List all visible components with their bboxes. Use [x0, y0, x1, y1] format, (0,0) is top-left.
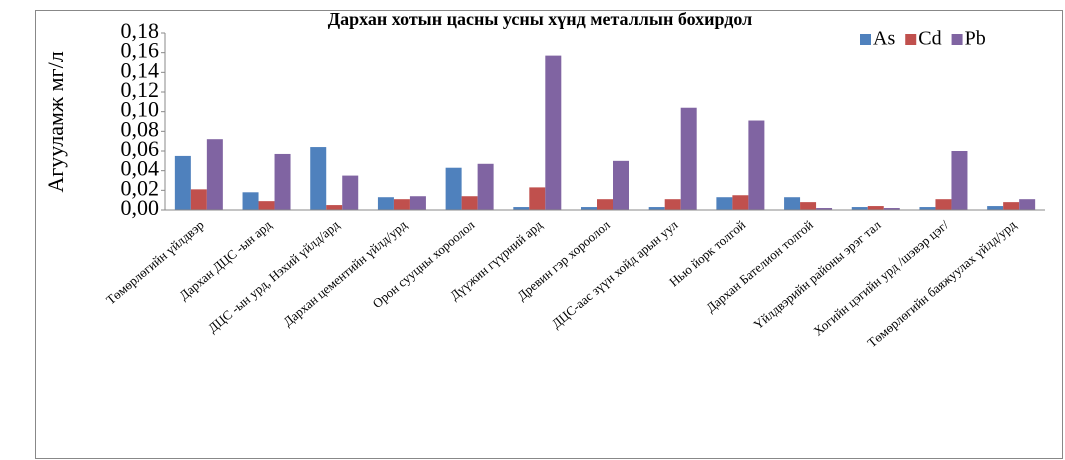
bar: [445, 167, 462, 210]
bar: [664, 199, 681, 210]
bar: [784, 197, 801, 210]
bar: [529, 187, 546, 210]
y-tick-label: 0,00: [121, 195, 160, 220]
bar: [680, 107, 697, 210]
y-tick-label: 0,18: [121, 18, 160, 43]
chart-frame: [35, 10, 1063, 459]
y-axis-label: Агууламж мг/л: [43, 51, 68, 192]
bar: [461, 196, 478, 210]
x-tick-label: Төмөрлөгийн баяжуулах үйлд/урд: [864, 217, 1019, 350]
x-tick-label: Хогийн цэгийн урд /шэвэр цэг/: [810, 217, 951, 339]
bar: [377, 197, 394, 210]
bar: [242, 192, 259, 210]
bar: [597, 199, 613, 210]
chart-title: Дархан хотын цасны усны хүнд металлын бо…: [328, 9, 753, 29]
bar: [648, 207, 665, 210]
legend-label: Cd: [918, 28, 941, 50]
bar: [919, 207, 936, 210]
y-tick-label: 0,06: [121, 136, 160, 161]
x-tick-label: Үйлдвэрийн районы эрэг тал: [750, 217, 884, 332]
bar: [409, 196, 426, 210]
bar: [748, 120, 765, 210]
y-tick-label: 0,10: [121, 97, 160, 122]
y-tick-label: 0,14: [121, 57, 160, 82]
bar: [206, 139, 223, 210]
legend-swatch: [951, 34, 963, 45]
x-tick-label: ДЦС-аас зүүн хойд арын уул: [549, 217, 681, 331]
bar: [716, 197, 733, 210]
legend-label: Pb: [965, 28, 986, 50]
y-tick-label: 0,16: [121, 38, 160, 63]
bar: [545, 55, 562, 210]
bar: [987, 206, 1004, 210]
bar: [190, 189, 207, 210]
bar: [274, 153, 291, 210]
bar: [867, 206, 884, 210]
bar: [310, 147, 327, 210]
y-tick-label: 0,02: [121, 175, 160, 200]
legend-swatch: [905, 34, 917, 45]
legend-label: As: [873, 28, 895, 50]
y-tick-label: 0,08: [121, 116, 160, 141]
bar: [393, 199, 410, 210]
bar: [816, 208, 833, 210]
bar: [883, 208, 900, 210]
x-tick-label: Дархан цементийн үйлд/урд: [280, 217, 410, 329]
bar: [732, 195, 749, 210]
bar: [477, 163, 494, 210]
bar: [342, 175, 359, 210]
bar: [581, 207, 597, 210]
bar: [258, 201, 275, 210]
y-tick-label: 0,04: [121, 156, 160, 181]
x-tick-label: ДЦС -ын урд, Нэхий үйлд/ард: [205, 217, 342, 336]
bar: [1003, 202, 1020, 210]
bar: [851, 207, 868, 210]
bar: [935, 199, 952, 210]
bar: [174, 155, 191, 210]
bar: [800, 202, 817, 210]
y-tick-label: 0,12: [121, 77, 160, 102]
bar: [513, 207, 530, 210]
bar: [613, 160, 629, 210]
bar: [1019, 199, 1036, 210]
bar: [951, 151, 968, 210]
bar: [326, 205, 343, 210]
legend-swatch: [860, 34, 871, 45]
